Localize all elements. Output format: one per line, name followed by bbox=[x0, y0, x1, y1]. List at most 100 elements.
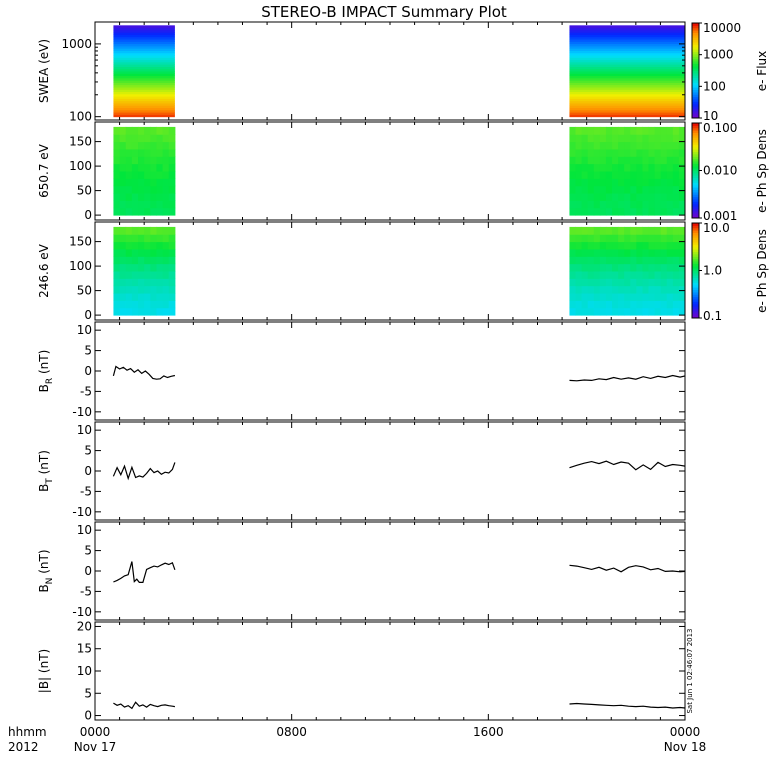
pad650-cell bbox=[672, 156, 680, 165]
pad650-cell bbox=[138, 134, 145, 143]
pad650-cell bbox=[575, 126, 583, 135]
swea-cell bbox=[569, 82, 685, 86]
pad650-cell bbox=[168, 156, 176, 165]
colorbar-cell bbox=[692, 94, 699, 98]
pad650-cell bbox=[618, 193, 625, 201]
pad246-cell bbox=[150, 285, 157, 294]
pad650-cell bbox=[150, 148, 157, 157]
panel-pad246: 0.1 1.0 10.0 e- Ph Sp Dens 0 50 100 150 246.6 eV bbox=[37, 221, 769, 323]
colorbar-cell bbox=[692, 61, 699, 64]
colorbar-cell bbox=[692, 261, 699, 264]
pad650-cell bbox=[678, 141, 686, 150]
pad650-cell bbox=[618, 134, 625, 143]
pad650-cell bbox=[569, 193, 577, 201]
panel-br: -10 -5 0 5 10 BR (nT) bbox=[37, 321, 686, 421]
colorbar-cell bbox=[692, 272, 699, 276]
pad650-cell bbox=[660, 200, 668, 209]
pad650-cell bbox=[593, 200, 601, 209]
pad246-cell bbox=[666, 285, 674, 294]
colorbar-cell bbox=[692, 270, 699, 274]
pad246-cell bbox=[660, 307, 668, 316]
pad246-cell bbox=[593, 226, 601, 235]
pad650-cell bbox=[131, 200, 139, 209]
pad246-cell bbox=[612, 263, 619, 272]
pad246-cell bbox=[131, 307, 139, 316]
pad650-cell bbox=[156, 134, 164, 143]
pad650-cell bbox=[162, 126, 170, 135]
pad246-cell bbox=[678, 300, 686, 309]
colorbar-cell bbox=[692, 63, 699, 67]
pad246-cell bbox=[593, 293, 601, 301]
pad246-cell bbox=[144, 263, 151, 272]
pad246-cell bbox=[150, 226, 157, 235]
pad246-cell bbox=[672, 307, 680, 316]
pad650-cell bbox=[581, 193, 589, 201]
y-tick-label: 50 bbox=[77, 284, 92, 298]
pad650-cell bbox=[587, 156, 595, 165]
colorbar-cell bbox=[692, 172, 699, 176]
pad246-cell bbox=[636, 285, 643, 294]
y-tick-label: 5 bbox=[84, 344, 92, 358]
pad246-cell bbox=[138, 226, 145, 235]
pad650-cell bbox=[144, 200, 151, 209]
pad246-cell bbox=[666, 278, 674, 287]
pad246-cell bbox=[672, 226, 680, 235]
pad246-cell bbox=[642, 226, 650, 235]
bn-y-label: BN (nT) bbox=[37, 549, 55, 592]
colorbar-tick-label: 10000 bbox=[703, 21, 741, 35]
pad650-cell bbox=[605, 126, 613, 135]
pad650-cell bbox=[125, 148, 133, 157]
swea-cell bbox=[569, 41, 685, 45]
pad246-cell bbox=[581, 300, 589, 309]
pad246-cell bbox=[131, 293, 139, 301]
pad246-cell bbox=[593, 300, 601, 309]
pad246-cell bbox=[587, 285, 595, 294]
pad246-cell bbox=[654, 241, 662, 250]
pad246-cell bbox=[654, 248, 662, 257]
pad246-cell bbox=[575, 278, 583, 287]
pad246-cell bbox=[138, 248, 145, 257]
pad650-cell bbox=[648, 200, 656, 209]
pad650-cell bbox=[125, 193, 133, 201]
pad246-cell bbox=[581, 285, 589, 294]
pad650-cell bbox=[593, 207, 601, 216]
y-tick-label: -5 bbox=[80, 384, 92, 398]
colorbar-tick-label: 10.0 bbox=[703, 221, 730, 235]
pad246-cell bbox=[569, 278, 577, 287]
pad246-cell bbox=[138, 285, 145, 294]
pad246-cell bbox=[138, 256, 145, 265]
pad650-cell bbox=[150, 171, 157, 179]
pad246-cell bbox=[624, 263, 631, 272]
pad246-cell bbox=[575, 241, 583, 250]
pad650-cell bbox=[624, 134, 631, 143]
pad650-cell bbox=[113, 134, 121, 143]
pad650-cell bbox=[131, 141, 139, 150]
colorbar-cell bbox=[692, 75, 699, 79]
pad246-cell bbox=[131, 285, 139, 294]
pad246-cell bbox=[624, 241, 631, 250]
pad246-cell bbox=[599, 248, 607, 257]
pad246-cell bbox=[605, 263, 613, 272]
pad650-cell bbox=[654, 171, 662, 179]
pad246-cell bbox=[648, 226, 656, 235]
colorbar-cell bbox=[692, 251, 699, 255]
bmag-line-1 bbox=[569, 702, 686, 709]
y-tick-label: 20 bbox=[77, 619, 92, 633]
pad246-cell bbox=[593, 271, 601, 279]
pad246-cell bbox=[119, 285, 127, 294]
swea-cell bbox=[569, 48, 685, 51]
colorbar-cell bbox=[692, 65, 699, 69]
pad650-cell bbox=[624, 171, 631, 179]
pad650-cell bbox=[593, 141, 601, 150]
pad246-cell bbox=[156, 278, 164, 287]
swea-cell bbox=[569, 50, 685, 54]
pad246-cell bbox=[618, 271, 625, 279]
swea-cell bbox=[113, 102, 175, 106]
pad650-cell bbox=[672, 126, 680, 135]
pad246-cell bbox=[113, 271, 121, 279]
pad246-cell bbox=[642, 307, 650, 316]
pad650-cell bbox=[156, 126, 164, 135]
pad246-cell bbox=[150, 234, 157, 243]
pad650-cell bbox=[630, 156, 637, 165]
y-tick-label: -5 bbox=[80, 584, 92, 598]
